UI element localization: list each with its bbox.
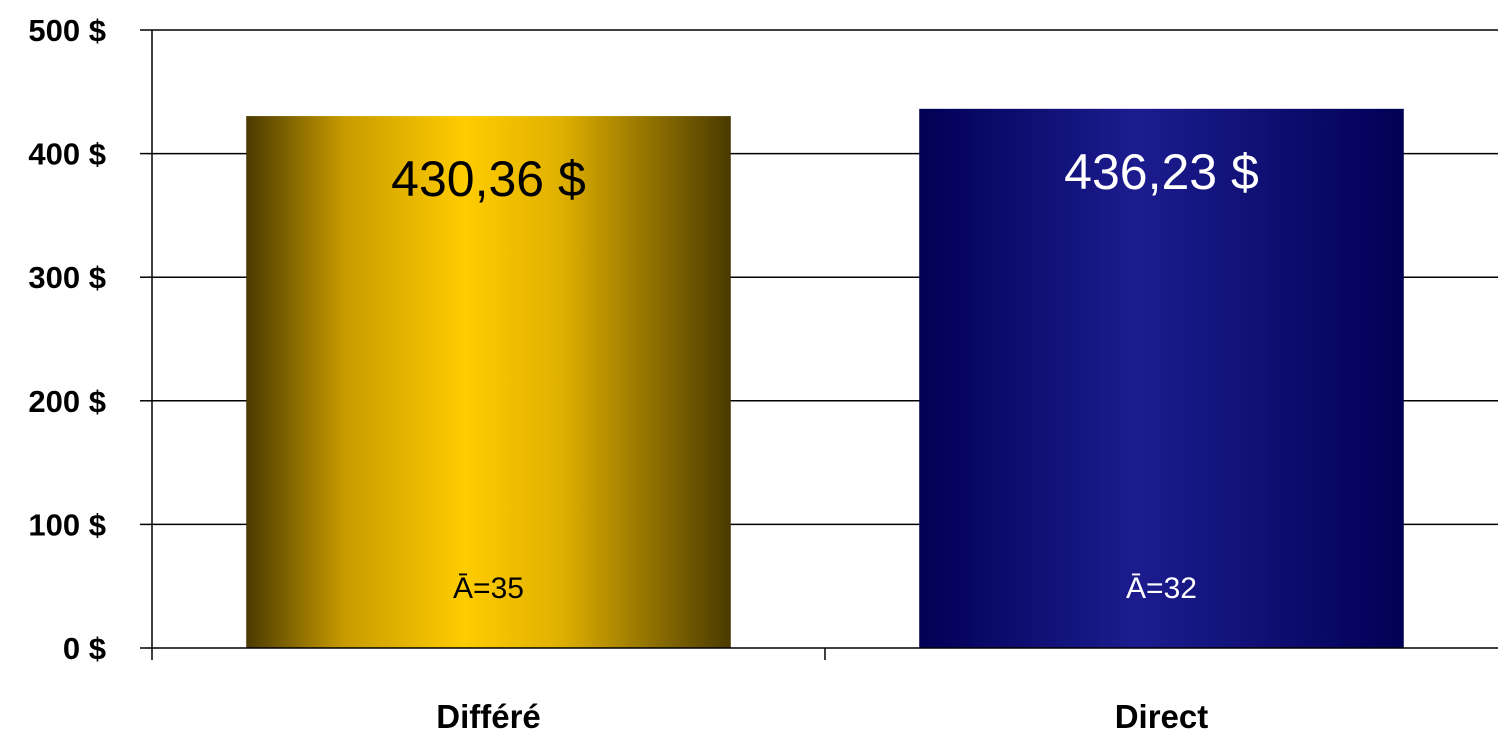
bar [919, 108, 1404, 649]
y-tick-label: 500 $ [28, 13, 106, 48]
data-label: 436,23 $ [1064, 144, 1259, 200]
sample-size-label: Ā=32 [1126, 572, 1197, 605]
y-tick-label: 200 $ [28, 384, 106, 419]
y-tick-label: 100 $ [28, 507, 106, 542]
y-tick-label: 0 $ [63, 631, 106, 666]
y-tick-label: 400 $ [28, 137, 106, 172]
bar [246, 116, 731, 648]
x-tick-label: Direct [1115, 698, 1209, 732]
x-tick-label: Différé [436, 698, 541, 732]
labels: 0 $ 100 $ 200 $ 300 $ 400 $ 500 $ Différé 430,3… [28, 13, 1258, 732]
y-tick-label: 300 $ [28, 260, 106, 295]
axes [140, 29, 1498, 660]
sample-size-label: Ā=35 [453, 572, 524, 605]
bars [246, 108, 1404, 649]
data-label: 430,36 $ [391, 151, 586, 207]
